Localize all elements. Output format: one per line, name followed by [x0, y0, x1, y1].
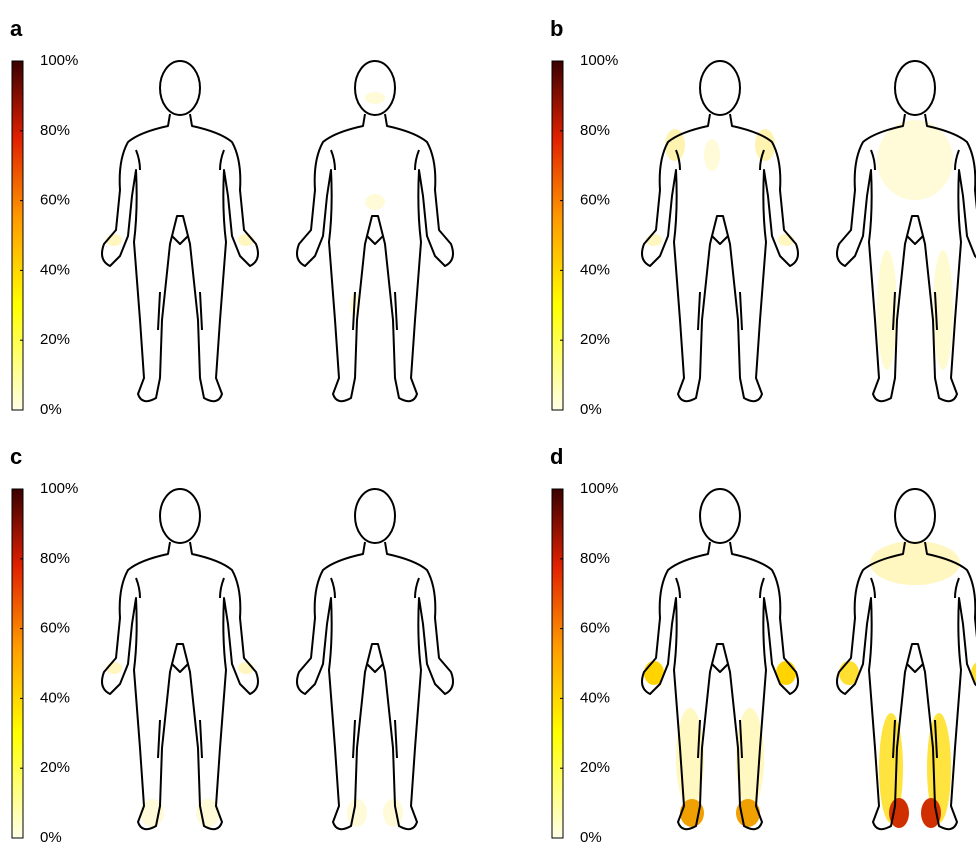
heat-spot — [365, 194, 385, 210]
heat-spot — [933, 250, 953, 370]
colorbar-tick-label: 80% — [580, 122, 610, 139]
colorbar-tick-label: 80% — [40, 122, 70, 139]
colorbar-tick-label: 0% — [40, 829, 62, 846]
colorbar-tick-label: 60% — [40, 192, 70, 209]
body-back — [296, 60, 454, 403]
body-front — [101, 60, 259, 403]
body-back — [296, 488, 454, 831]
panel-label: a — [10, 16, 23, 41]
colorbar-tick-label: 0% — [580, 401, 602, 418]
colorbar-tick-label: 0% — [40, 401, 62, 418]
heat-spot — [665, 129, 685, 161]
body-front — [101, 488, 259, 831]
heat-spot — [365, 92, 385, 104]
colorbar-tick-label: 60% — [40, 620, 70, 637]
body-outline — [296, 60, 454, 403]
heat-spot — [347, 799, 367, 827]
colorbar-tick-label: 40% — [40, 689, 70, 706]
body-outline — [836, 488, 976, 831]
colorbar-tick-label: 100% — [40, 52, 78, 69]
colorbar-tick-label: 100% — [580, 52, 618, 69]
heat-spot — [877, 250, 897, 370]
colorbar-tick-label: 40% — [580, 689, 610, 706]
body-outline — [641, 488, 799, 831]
heat-spot — [877, 120, 953, 200]
panel-label: d — [550, 444, 563, 469]
body-front — [641, 488, 799, 831]
panel: a 0% 20% 40% 60% 80% 100% — [10, 16, 454, 418]
heat-spot — [755, 129, 775, 161]
colorbar-tick-label: 100% — [580, 480, 618, 497]
colorbar-tick-label: 80% — [580, 550, 610, 567]
panel: c 0% 20% 40% 60% 80% 100% — [10, 444, 454, 846]
colorbar-tick-label: 80% — [40, 550, 70, 567]
colorbar-tick-label: 20% — [580, 331, 610, 348]
body-back — [836, 488, 976, 831]
body-back — [836, 60, 976, 403]
heat-spot — [889, 798, 909, 828]
colorbar-tick-label: 20% — [40, 759, 70, 776]
colorbar — [551, 60, 564, 411]
colorbar — [11, 60, 24, 411]
colorbar-tick-label: 20% — [580, 759, 610, 776]
body-outline — [101, 488, 259, 831]
colorbar-tick-label: 40% — [40, 261, 70, 278]
panel-label: c — [10, 444, 22, 469]
colorbar-tick-label: 0% — [580, 829, 602, 846]
panel: b 0% 20% 40% 60% 80% 100% — [550, 16, 976, 418]
heat-spot — [870, 541, 960, 585]
colorbar-tick-label: 100% — [40, 480, 78, 497]
body-front — [641, 60, 799, 403]
colorbar-tick-label: 40% — [580, 261, 610, 278]
heat-spot — [383, 799, 403, 827]
colorbar-tick-label: 60% — [580, 620, 610, 637]
colorbar-tick-label: 60% — [580, 192, 610, 209]
body-outline — [641, 60, 799, 403]
body-outline — [836, 60, 976, 403]
colorbar — [11, 488, 24, 839]
panel-label: b — [550, 16, 563, 41]
body-outline — [296, 488, 454, 831]
panel: d 0% 20% 40% 60% 80% 100% — [550, 444, 976, 846]
body-outline — [101, 60, 259, 403]
heat-spot — [704, 139, 720, 171]
colorbar-tick-label: 20% — [40, 331, 70, 348]
colorbar — [551, 488, 564, 839]
heat-spot — [921, 798, 941, 828]
